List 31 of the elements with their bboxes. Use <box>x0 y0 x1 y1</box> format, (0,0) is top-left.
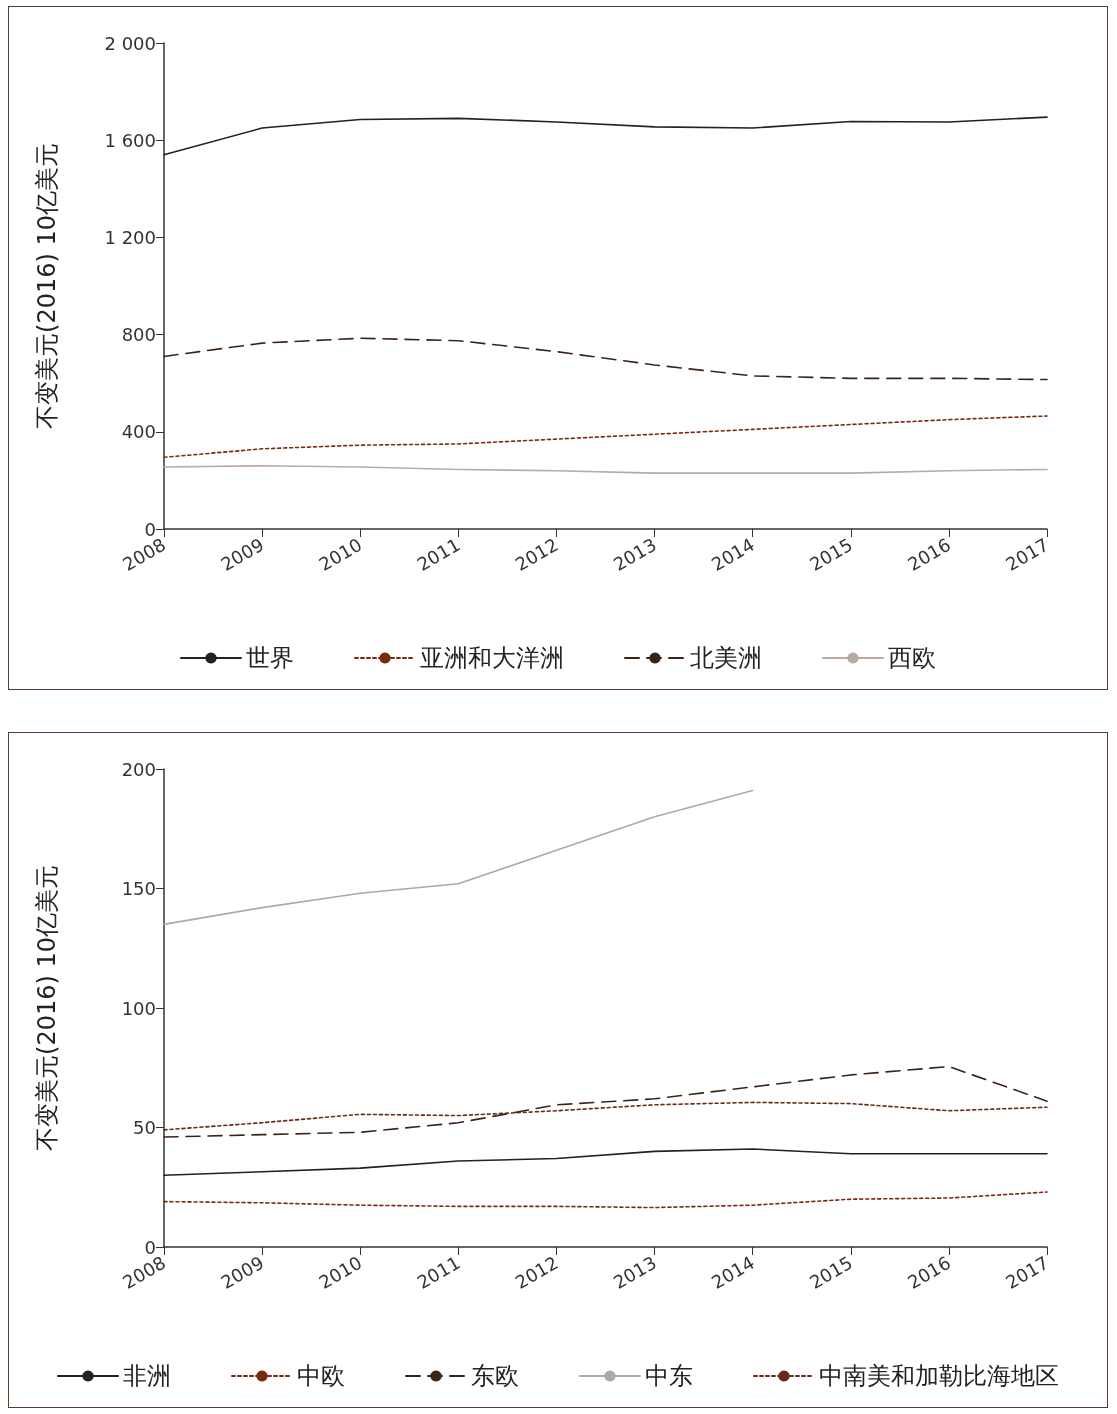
y-axis-title: 不变美元(2016) 10亿美元 <box>33 865 61 1151</box>
y-tick-label: 800 <box>121 324 156 346</box>
legend-label: 西欧 <box>888 644 936 672</box>
y-tick-label: 50 <box>133 1117 156 1138</box>
y-tick-label: 0 <box>144 1236 156 1258</box>
y-tick-label: 1 600 <box>104 129 156 151</box>
line-series <box>163 1191 1048 1209</box>
legend-label: 亚洲和大洋洲 <box>420 644 564 672</box>
y-tick-label: 200 <box>121 758 156 780</box>
legend-label: 中欧 <box>297 1362 345 1390</box>
y-tick-label: 150 <box>121 878 156 899</box>
line-series <box>163 116 1048 156</box>
legend-label: 世界 <box>246 644 294 672</box>
y-tick-label: 400 <box>121 421 156 443</box>
line-series <box>163 337 1048 381</box>
y-tick-label: 0 <box>144 518 156 540</box>
line-series <box>163 789 754 926</box>
line-series <box>163 415 1048 459</box>
legend-label: 非洲 <box>123 1362 171 1390</box>
line-series <box>163 465 1048 474</box>
legend-label: 中南美和加勒比海地区 <box>819 1362 1059 1390</box>
y-axis-title: 不变美元(2016) 10亿美元 <box>33 143 61 429</box>
line-series <box>163 1101 1048 1131</box>
y-tick-label: 100 <box>121 997 156 1019</box>
legend-label: 东欧 <box>471 1362 519 1390</box>
legend-label: 中东 <box>645 1362 693 1390</box>
y-tick-label: 1 200 <box>104 226 156 248</box>
y-tick-label: 2 000 <box>104 32 156 54</box>
legend-label: 北美洲 <box>690 644 762 672</box>
line-series <box>163 1065 1048 1138</box>
line-series <box>163 1148 1048 1177</box>
